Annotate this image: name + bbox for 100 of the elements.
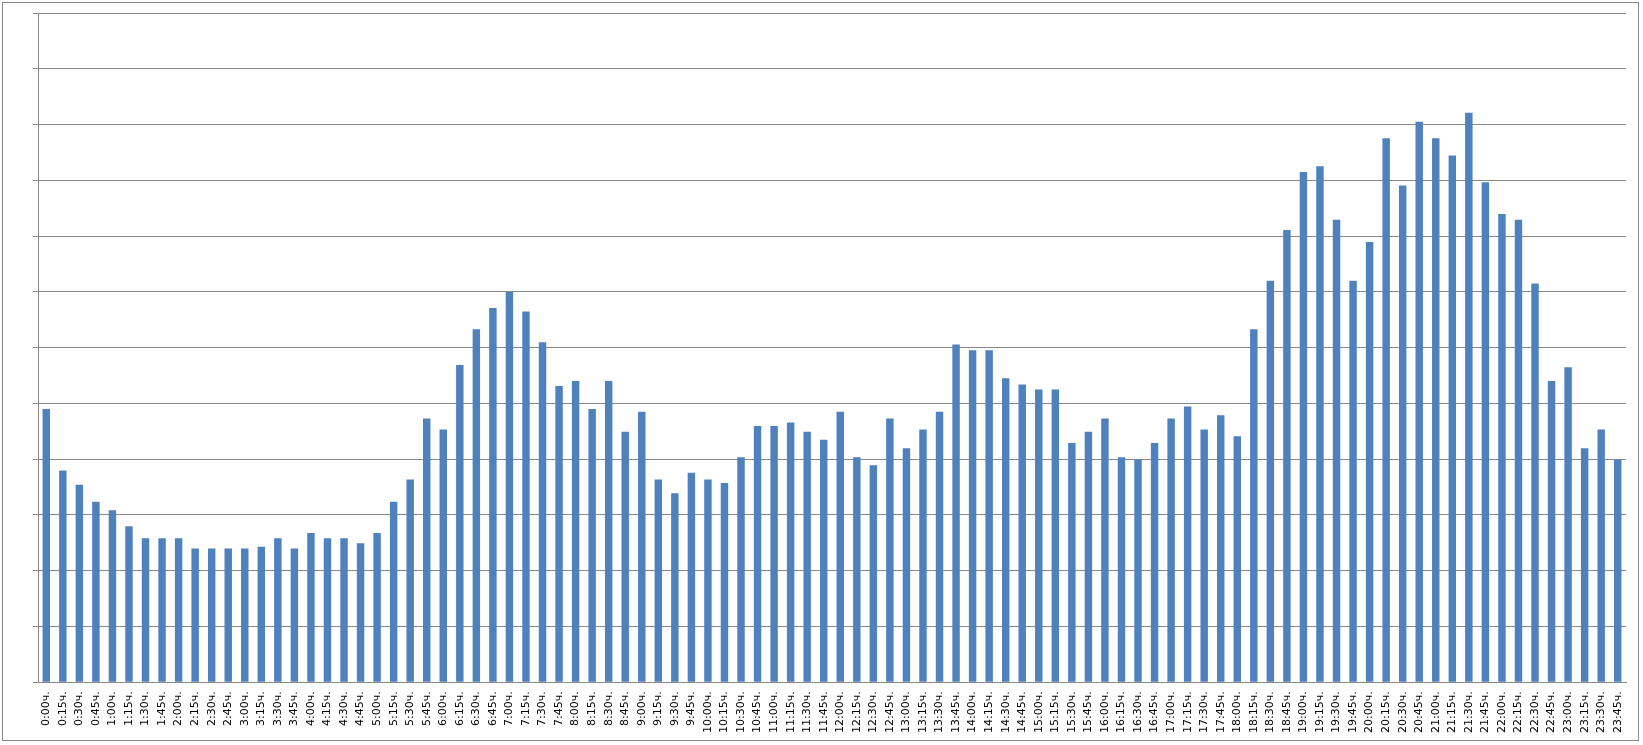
x-tick-label: 22:00ч.	[1494, 691, 1508, 734]
bar	[671, 493, 679, 682]
bar	[786, 422, 795, 682]
bar	[1415, 121, 1423, 682]
bar	[968, 350, 977, 682]
bar	[158, 538, 166, 682]
bar	[555, 386, 563, 682]
x-tick-label: 21:30ч.	[1461, 691, 1475, 734]
x-tick-label: 20:15ч.	[1379, 691, 1393, 734]
bar	[1498, 214, 1506, 682]
x-tick-label: 3:15ч.	[254, 691, 268, 727]
x-tick-label: 2:45ч.	[221, 691, 235, 727]
bar	[538, 342, 547, 682]
bar	[141, 538, 150, 682]
bar	[125, 526, 133, 682]
x-tick-label: 15:00ч.	[1031, 691, 1045, 734]
x-tick-label: 7:30ч.	[535, 691, 549, 727]
bar	[985, 350, 993, 682]
bar	[241, 548, 249, 682]
x-tick-label: 12:00ч.	[833, 691, 847, 734]
x-tick-label: 1:30ч.	[138, 691, 152, 727]
bar	[720, 482, 729, 682]
x-tick-label: 5:30ч.	[403, 691, 417, 727]
x-tick-label: 20:00ч.	[1362, 691, 1376, 734]
bar	[1398, 185, 1407, 682]
bar	[307, 533, 315, 682]
bar	[456, 365, 464, 682]
x-tick-label: 23:15ч.	[1577, 691, 1591, 734]
bar	[588, 408, 596, 682]
bar	[1564, 367, 1572, 682]
x-tick-label: 10:00ч.	[700, 691, 714, 734]
bar	[1448, 155, 1457, 682]
bar	[1349, 280, 1357, 682]
x-tick-label: 13:00ч.	[899, 691, 913, 734]
x-tick-label: 10:45ч.	[750, 691, 764, 734]
x-tick-label: 7:15ч.	[518, 691, 532, 727]
bar	[356, 543, 365, 682]
x-tick-label: 22:45ч.	[1544, 691, 1558, 734]
bar	[75, 484, 84, 682]
bar	[1597, 429, 1605, 682]
bar	[919, 429, 927, 682]
bar	[108, 510, 117, 682]
x-tick-label: 19:45ч.	[1345, 691, 1359, 734]
x-tick-label: 18:00ч.	[1230, 691, 1244, 734]
bar	[869, 465, 878, 682]
bar	[1068, 443, 1076, 682]
x-tick-label: 4:15ч.	[320, 691, 334, 727]
bar	[1117, 457, 1126, 682]
x-tick-label: 3:30ч.	[270, 691, 284, 727]
bar	[323, 538, 332, 682]
x-tick-label: 23:30ч.	[1594, 691, 1608, 734]
x-tick-label: 16:45ч.	[1147, 691, 1161, 734]
bar	[42, 408, 50, 682]
x-tick-label: 16:30ч.	[1130, 691, 1144, 734]
x-tick-label: 17:45ч.	[1213, 691, 1227, 734]
x-tick-label: 15:45ч.	[1081, 691, 1095, 734]
bar	[224, 548, 232, 682]
x-tick-label: 8:15ч.	[585, 691, 599, 727]
bar	[770, 425, 778, 682]
bar	[853, 457, 861, 682]
x-tick-label: 12:45ч.	[882, 691, 896, 734]
bar	[737, 457, 745, 682]
bar	[1167, 418, 1175, 682]
x-tick-label: 20:30ч.	[1395, 691, 1409, 734]
bar	[257, 546, 266, 682]
bar	[1250, 329, 1258, 682]
bar	[1316, 166, 1324, 682]
x-tick-label: 11:45ч.	[816, 691, 830, 734]
x-tick-label: 4:00ч.	[303, 691, 317, 727]
bar	[1134, 459, 1142, 682]
bar	[290, 548, 299, 682]
bar	[505, 292, 514, 682]
x-tick-label: 21:15ч.	[1445, 691, 1459, 734]
x-tick-label: 17:15ч.	[1180, 691, 1194, 734]
x-tick-label: 4:30ч.	[336, 691, 350, 727]
bar	[1233, 436, 1241, 682]
bar	[1580, 448, 1589, 682]
bar	[92, 501, 100, 682]
x-tick-label: 10:15ч.	[717, 691, 731, 734]
x-tick-label: 11:15ч.	[783, 691, 797, 734]
bar	[1332, 219, 1341, 682]
bar	[1051, 389, 1060, 682]
x-tick-label: 11:00ч.	[766, 691, 780, 734]
x-tick-label: 14:00ч.	[965, 691, 979, 734]
bar	[902, 448, 911, 682]
x-tick-label: 20:45ч.	[1412, 691, 1426, 734]
bar	[604, 380, 613, 682]
bar	[406, 479, 414, 682]
x-tick-label: 9:15ч.	[651, 691, 665, 727]
x-tick-label: 10:30ч.	[733, 691, 747, 734]
x-tick-label: 23:45ч.	[1610, 691, 1624, 734]
x-tick-label: 2:30ч.	[204, 691, 218, 727]
x-tick-label: 6:00ч.	[436, 691, 450, 727]
x-tick-label: 1:15ч.	[121, 691, 135, 727]
bar	[654, 479, 663, 682]
x-tick-label: 21:45ч.	[1478, 691, 1492, 734]
bar	[1283, 230, 1291, 682]
bar	[1266, 280, 1275, 682]
bar	[1217, 415, 1225, 682]
bar	[886, 418, 894, 682]
